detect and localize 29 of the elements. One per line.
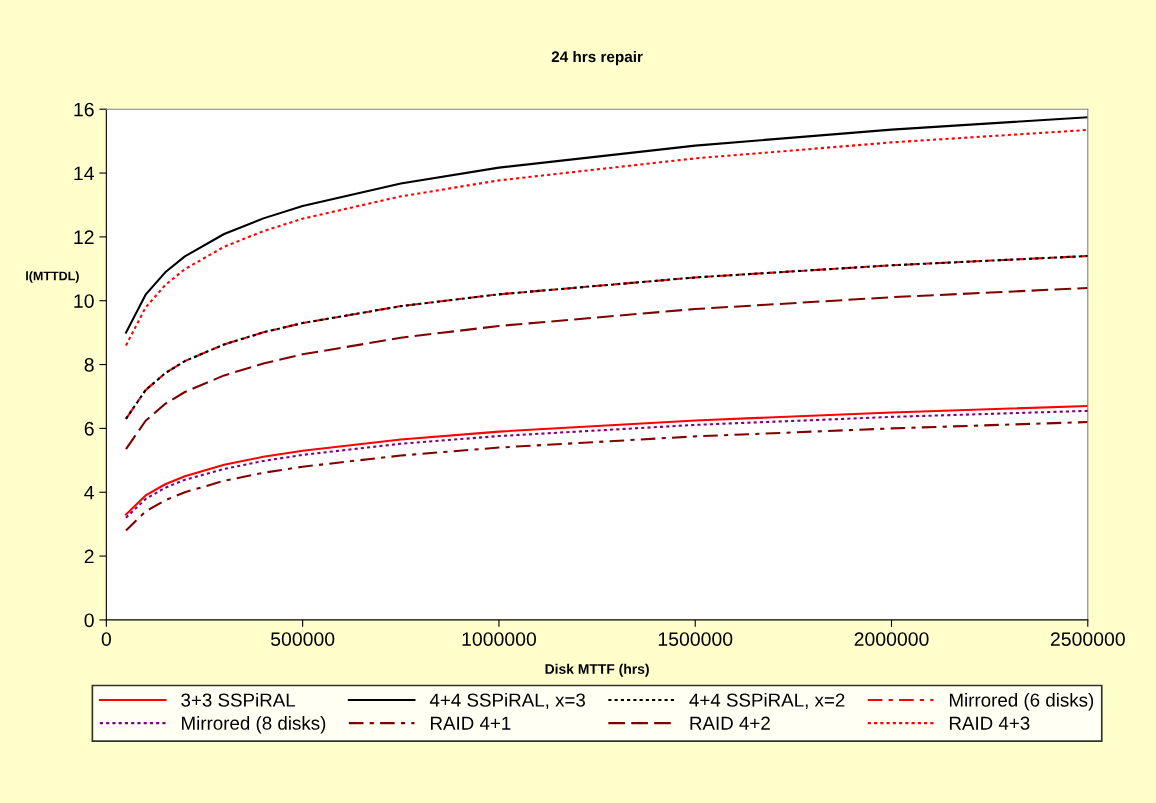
- line-series: [124, 420, 1088, 532]
- x-tick-label: 1500000: [658, 632, 733, 646]
- x-axis-title: Disk MTTF (hrs): [545, 663, 649, 677]
- y-tick-label: 4: [84, 485, 94, 500]
- y-tick-label: 2: [84, 549, 94, 564]
- legend-label: Mirrored (6 disks): [949, 692, 1094, 711]
- y-tick-label: 10: [74, 294, 94, 308]
- legend-label: 4+4 SSPiRAL, x=3: [429, 692, 585, 709]
- chart-title: 24 hrs repair: [551, 50, 643, 66]
- legend-label: 3+3 SSPiRAL: [181, 692, 296, 707]
- legend-label: RAID 4+3: [949, 716, 1030, 730]
- x-tick-label: 0: [101, 632, 111, 646]
- y-tick-label: 0: [84, 613, 94, 628]
- y-axis-title: l(MTTDL): [26, 271, 79, 283]
- y-tick-label: 16: [74, 102, 94, 117]
- line-series: [124, 286, 1088, 451]
- x-tick-label: 2000000: [854, 632, 929, 646]
- y-tick-label: 8: [84, 358, 94, 372]
- legend-label: Mirrored (8 disks): [182, 716, 326, 734]
- line-series: [124, 255, 1088, 420]
- x-tick-label: 2500000: [1050, 632, 1125, 646]
- legend-label: RAID 4+2: [690, 716, 770, 730]
- y-tick-label: 12: [74, 230, 94, 244]
- y-tick-label: 6: [84, 421, 94, 436]
- legend-label: 4+4 SSPiRAL, x=2: [689, 692, 845, 709]
- x-tick-label: 1000000: [462, 632, 537, 646]
- legend-label: RAID 4+1: [431, 716, 511, 730]
- y-tick-label: 14: [74, 166, 94, 181]
- x-tick-label: 500000: [270, 632, 335, 646]
